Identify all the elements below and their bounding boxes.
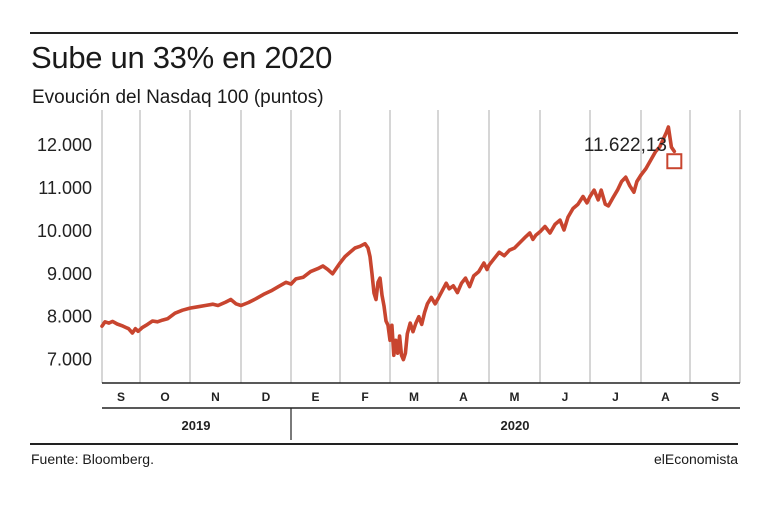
x-tick-label: E — [311, 390, 319, 404]
y-tick-label: 7.000 — [47, 350, 92, 370]
x-tick-label: J — [562, 390, 569, 404]
y-tick-label: 12.000 — [37, 135, 92, 155]
y-tick-label: 8.000 — [47, 307, 92, 327]
bottom-rule — [30, 443, 738, 445]
x-tick-label: O — [160, 390, 169, 404]
brand-logo-text: elEconomista — [653, 451, 738, 467]
source-note: Fuente: Bloomberg. — [31, 451, 154, 467]
y-axis-ticks: 7.000 8.000 9.000 10.000 11.000 12.000 — [37, 135, 92, 370]
annotation-group: 11.622,13 — [584, 135, 683, 170]
chart-subtitle: Evoución del Nasdaq 100 (puntos) — [32, 87, 324, 108]
year-label-2019: 2019 — [182, 418, 211, 433]
x-tick-label: M — [510, 390, 520, 404]
top-rule — [30, 32, 738, 34]
y-tick-label: 9.000 — [47, 264, 92, 284]
series-group — [100, 125, 677, 362]
x-tick-label: M — [409, 390, 419, 404]
x-tick-label: A — [459, 390, 468, 404]
x-tick-label: S — [117, 390, 125, 404]
series-line-0 — [100, 125, 677, 362]
x-tick-label: A — [661, 390, 670, 404]
x-tick-label: D — [262, 390, 271, 404]
last-value-label: 11.622,13 — [584, 135, 667, 156]
x-tick-label: S — [711, 390, 719, 404]
y-tick-label: 10.000 — [37, 221, 92, 241]
x-axis: S O N D E F M A M J J A S 2019 2020 — [102, 382, 740, 440]
y-tick-label: 11.000 — [38, 178, 92, 198]
last-value-marker — [666, 153, 683, 170]
month-gridlines — [101, 110, 741, 383]
x-tick-label: N — [211, 390, 220, 404]
chart-title: Sube un 33% en 2020 — [31, 40, 333, 75]
x-tick-label: F — [361, 390, 368, 404]
year-label-2020: 2020 — [501, 418, 530, 433]
x-tick-label: J — [612, 390, 619, 404]
